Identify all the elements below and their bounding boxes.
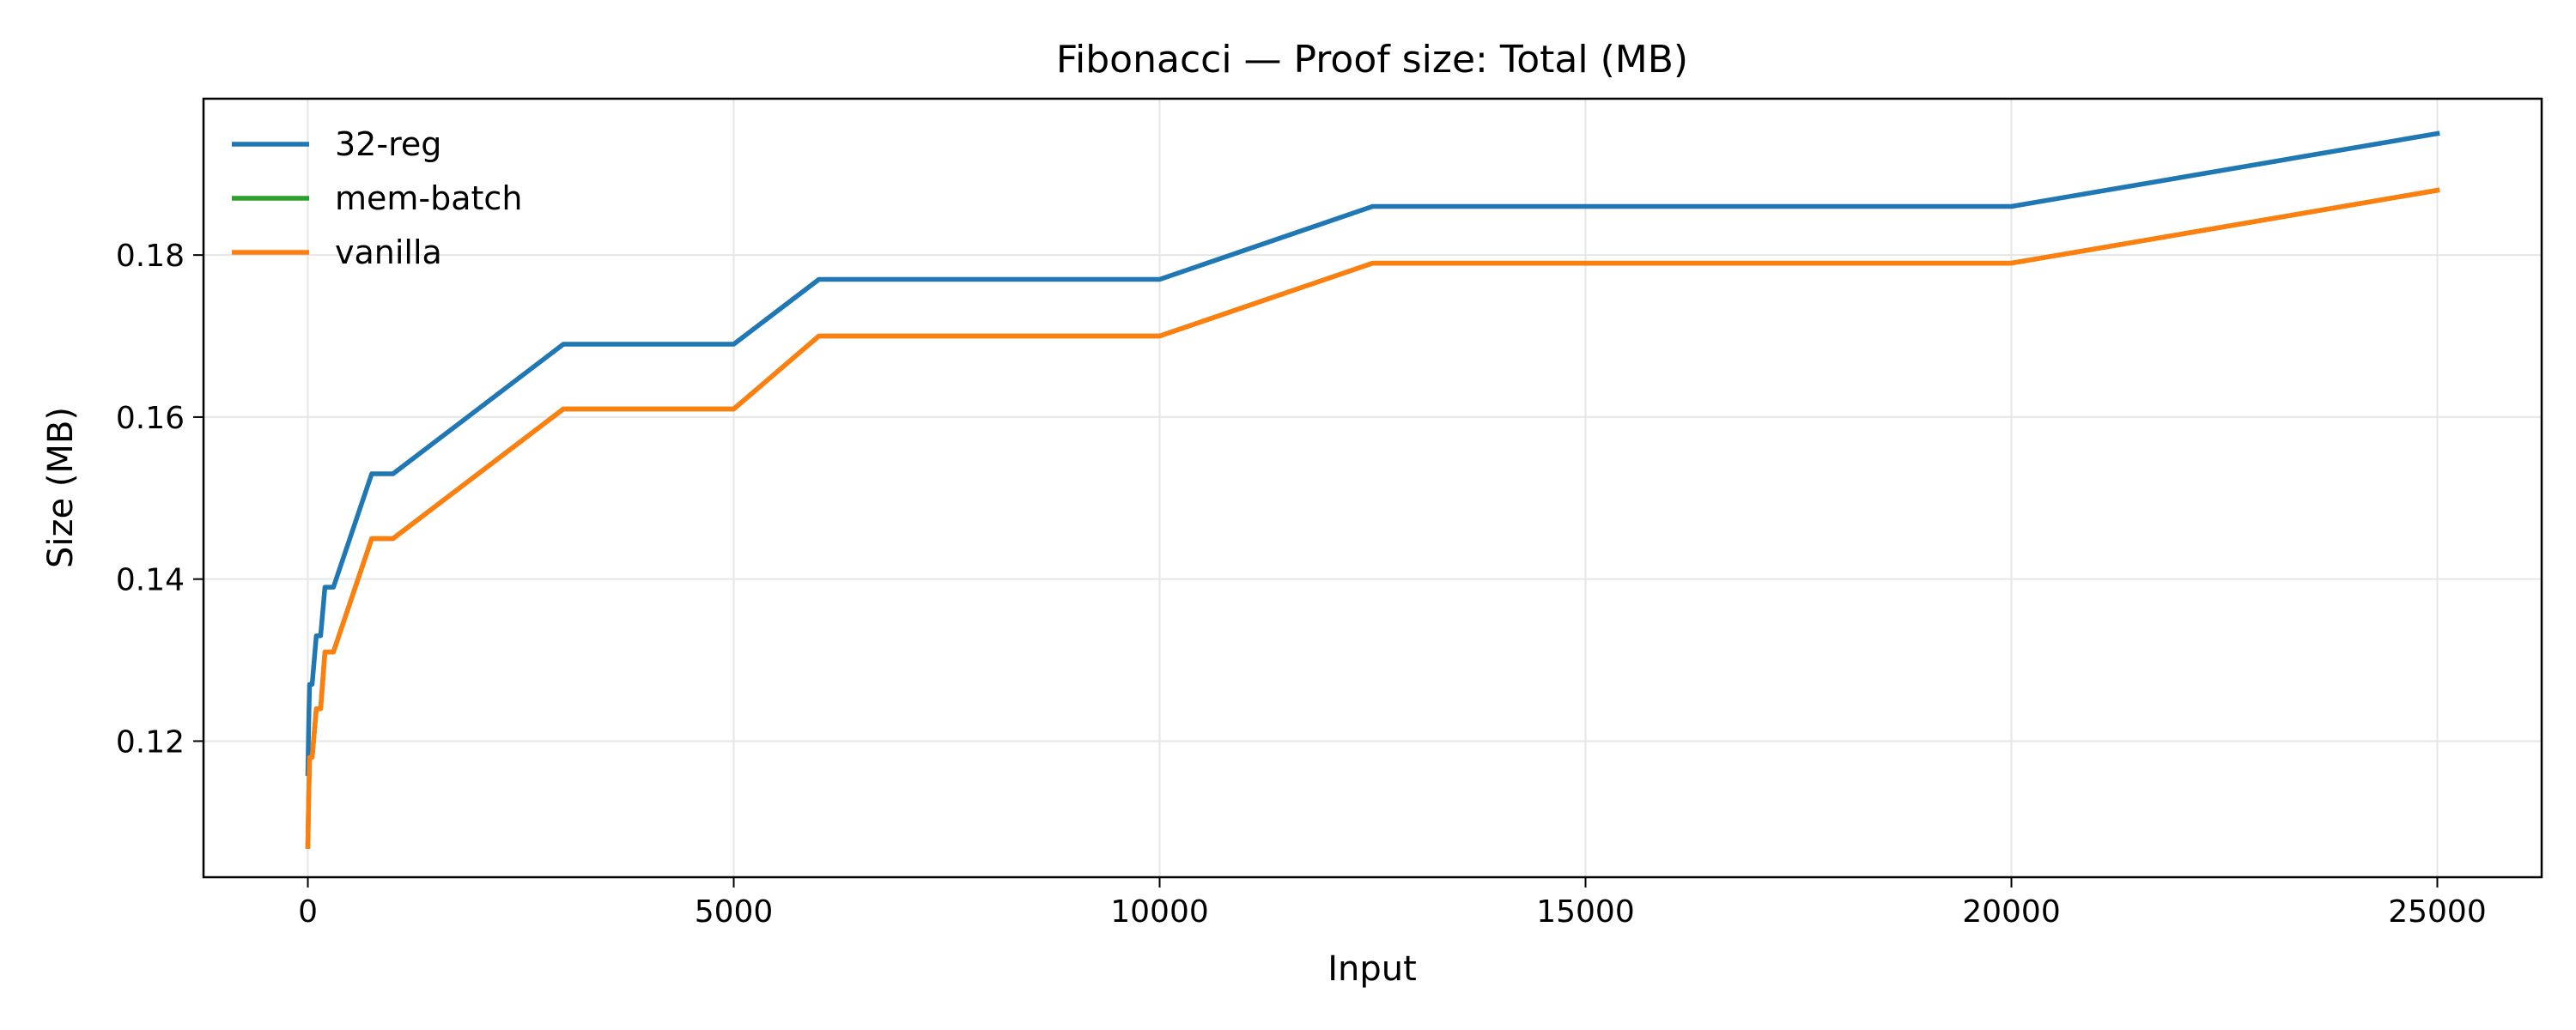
plot-frame <box>202 97 2543 879</box>
plot-series <box>305 130 2440 849</box>
x-axis-label: Input <box>1327 949 1417 989</box>
series-line-32-reg <box>305 130 2440 776</box>
y-axis-label: Size (MB) <box>41 407 81 568</box>
grid <box>204 99 2542 877</box>
y-tick-label: 0.16 <box>116 401 185 436</box>
y-tick-label: 0.12 <box>116 724 185 760</box>
y-axis: 0.12 0.14 0.16 0.18 <box>116 239 204 760</box>
legend-label-32-reg: 32-reg <box>335 125 441 163</box>
series-line-vanilla <box>305 187 2440 849</box>
y-tick-label: 0.14 <box>116 563 185 598</box>
legend: 32-reg mem-batch vanilla <box>232 125 522 271</box>
x-tick-label: 25000 <box>2388 894 2487 930</box>
chart-title: Fibonacci — Proof size: Total (MB) <box>1056 38 1688 82</box>
x-tick-label: 20000 <box>1962 894 2061 930</box>
x-tick-label: 10000 <box>1110 894 1209 930</box>
legend-label-mem-batch: mem-batch <box>335 179 522 217</box>
legend-label-vanilla: vanilla <box>335 233 442 271</box>
y-tick-label: 0.18 <box>116 239 185 274</box>
x-axis: 0 5000 10000 15000 20000 25000 <box>298 877 2487 930</box>
x-tick-label: 0 <box>298 894 318 930</box>
x-tick-label: 15000 <box>1536 894 1635 930</box>
series-line-mem-batch <box>305 187 2440 849</box>
x-tick-label: 5000 <box>695 894 774 930</box>
